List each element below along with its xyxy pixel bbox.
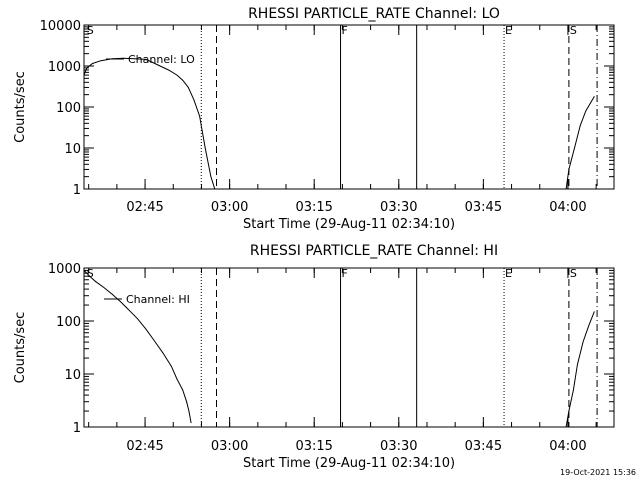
chart-panel-bottom: RHESSI PARTICLE_RATE Channel: HI 1 10 100 10… [13, 243, 615, 471]
y-tick-label: 10 [64, 142, 81, 157]
data-point [588, 325, 589, 327]
data-point [188, 410, 190, 412]
y-tick-label: 1 [73, 421, 81, 436]
event-marker-label: F [342, 267, 348, 280]
data-point [145, 328, 147, 330]
x-tick-label: 03:15 [295, 439, 332, 454]
y-axis-label: Counts/sec [13, 71, 28, 143]
series-line [565, 96, 595, 190]
x-tick-label: 04:00 [549, 200, 586, 215]
y-tick-label: 10 [64, 368, 81, 383]
y-axis-label: Counts/sec [13, 312, 28, 384]
x-tick-label: 04:00 [549, 439, 586, 454]
data-point [565, 426, 567, 428]
x-tick-label: 03:45 [465, 200, 502, 215]
data-point [214, 188, 216, 190]
chart-title: RHESSI PARTICLE_RATE Channel: HI [250, 243, 498, 259]
x-tick-label: 02:45 [126, 439, 163, 454]
data-point [568, 169, 570, 170]
data-point [574, 147, 575, 149]
data-point [134, 58, 136, 60]
data-point [187, 87, 189, 88]
data-point [151, 61, 153, 63]
data-point [199, 115, 201, 117]
data-point [577, 364, 578, 366]
event-marker-label: E [505, 24, 512, 37]
data-point [100, 60, 102, 62]
data-point [568, 410, 570, 412]
data-point [154, 340, 155, 342]
event-marker-label: S [87, 24, 94, 37]
data-point [168, 69, 170, 71]
x-tick-label: 03:30 [380, 439, 417, 454]
x-tick-label: 03:15 [295, 200, 332, 215]
y-tick-label: 100 [56, 101, 81, 116]
data-point [111, 293, 113, 295]
data-point [582, 341, 584, 343]
x-axis-label: Start Time (29-Aug-11 02:34:10) [243, 217, 455, 232]
event-marker-label: S [570, 24, 577, 37]
legend-label: Channel: LO [128, 53, 195, 66]
timestamp: 19-Oct-2021 15:36 [560, 468, 636, 477]
plot-frame [83, 24, 615, 190]
y-tick-label: 1 [73, 183, 81, 198]
y-tick-label: 1000 [48, 60, 81, 75]
data-point [137, 318, 139, 320]
x-axis-label: Start Time (29-Aug-11 02:34:10) [243, 456, 455, 471]
data-point [86, 67, 88, 69]
series-line [565, 311, 595, 428]
data-point [89, 275, 90, 277]
data-point [162, 352, 164, 354]
series-line [83, 57, 216, 190]
data-point [186, 401, 188, 403]
data-point [128, 309, 130, 311]
chart-panel-top: RHESSI PARTICLE_RATE Channel: LO 1 10 100 10… [13, 6, 615, 232]
event-marker-label: E [505, 267, 512, 280]
y-tick-label: 100 [56, 315, 81, 330]
event-marker-label: S [570, 267, 577, 280]
data-point [159, 65, 161, 67]
data-point [190, 422, 192, 424]
x-tick-label: 03:00 [211, 200, 248, 215]
data-point [83, 74, 85, 76]
data-point [94, 280, 96, 282]
data-point [579, 125, 581, 127]
data-point [120, 301, 121, 303]
data-point [171, 365, 172, 367]
data-point [210, 176, 212, 178]
data-point [593, 311, 595, 313]
data-point [193, 99, 195, 101]
plot-frame [83, 267, 615, 428]
data-point [176, 74, 178, 76]
event-marker-label: S [87, 267, 94, 280]
y-tick-label: 1000 [48, 262, 81, 277]
data-point [145, 59, 147, 60]
y-tick-label: 10000 [40, 19, 81, 34]
x-tick-label: 03:30 [380, 200, 417, 215]
data-point [593, 96, 595, 97]
x-tick-label: 02:45 [126, 200, 163, 215]
data-point [565, 188, 567, 190]
data-point [204, 147, 206, 149]
data-point [182, 389, 184, 391]
data-point [123, 57, 124, 59]
chart-title: RHESSI PARTICLE_RATE Channel: LO [248, 6, 500, 22]
data-point [573, 389, 574, 391]
x-tick-label: 03:00 [211, 439, 248, 454]
x-tick-label: 03:45 [465, 439, 502, 454]
data-point [176, 378, 178, 380]
data-point [92, 63, 93, 64]
legend-label: Channel: HI [126, 293, 190, 306]
data-point [585, 110, 587, 112]
data-point [103, 287, 105, 288]
data-point [83, 270, 85, 271]
data-point [182, 79, 184, 81]
event-marker-label: F [342, 24, 348, 37]
